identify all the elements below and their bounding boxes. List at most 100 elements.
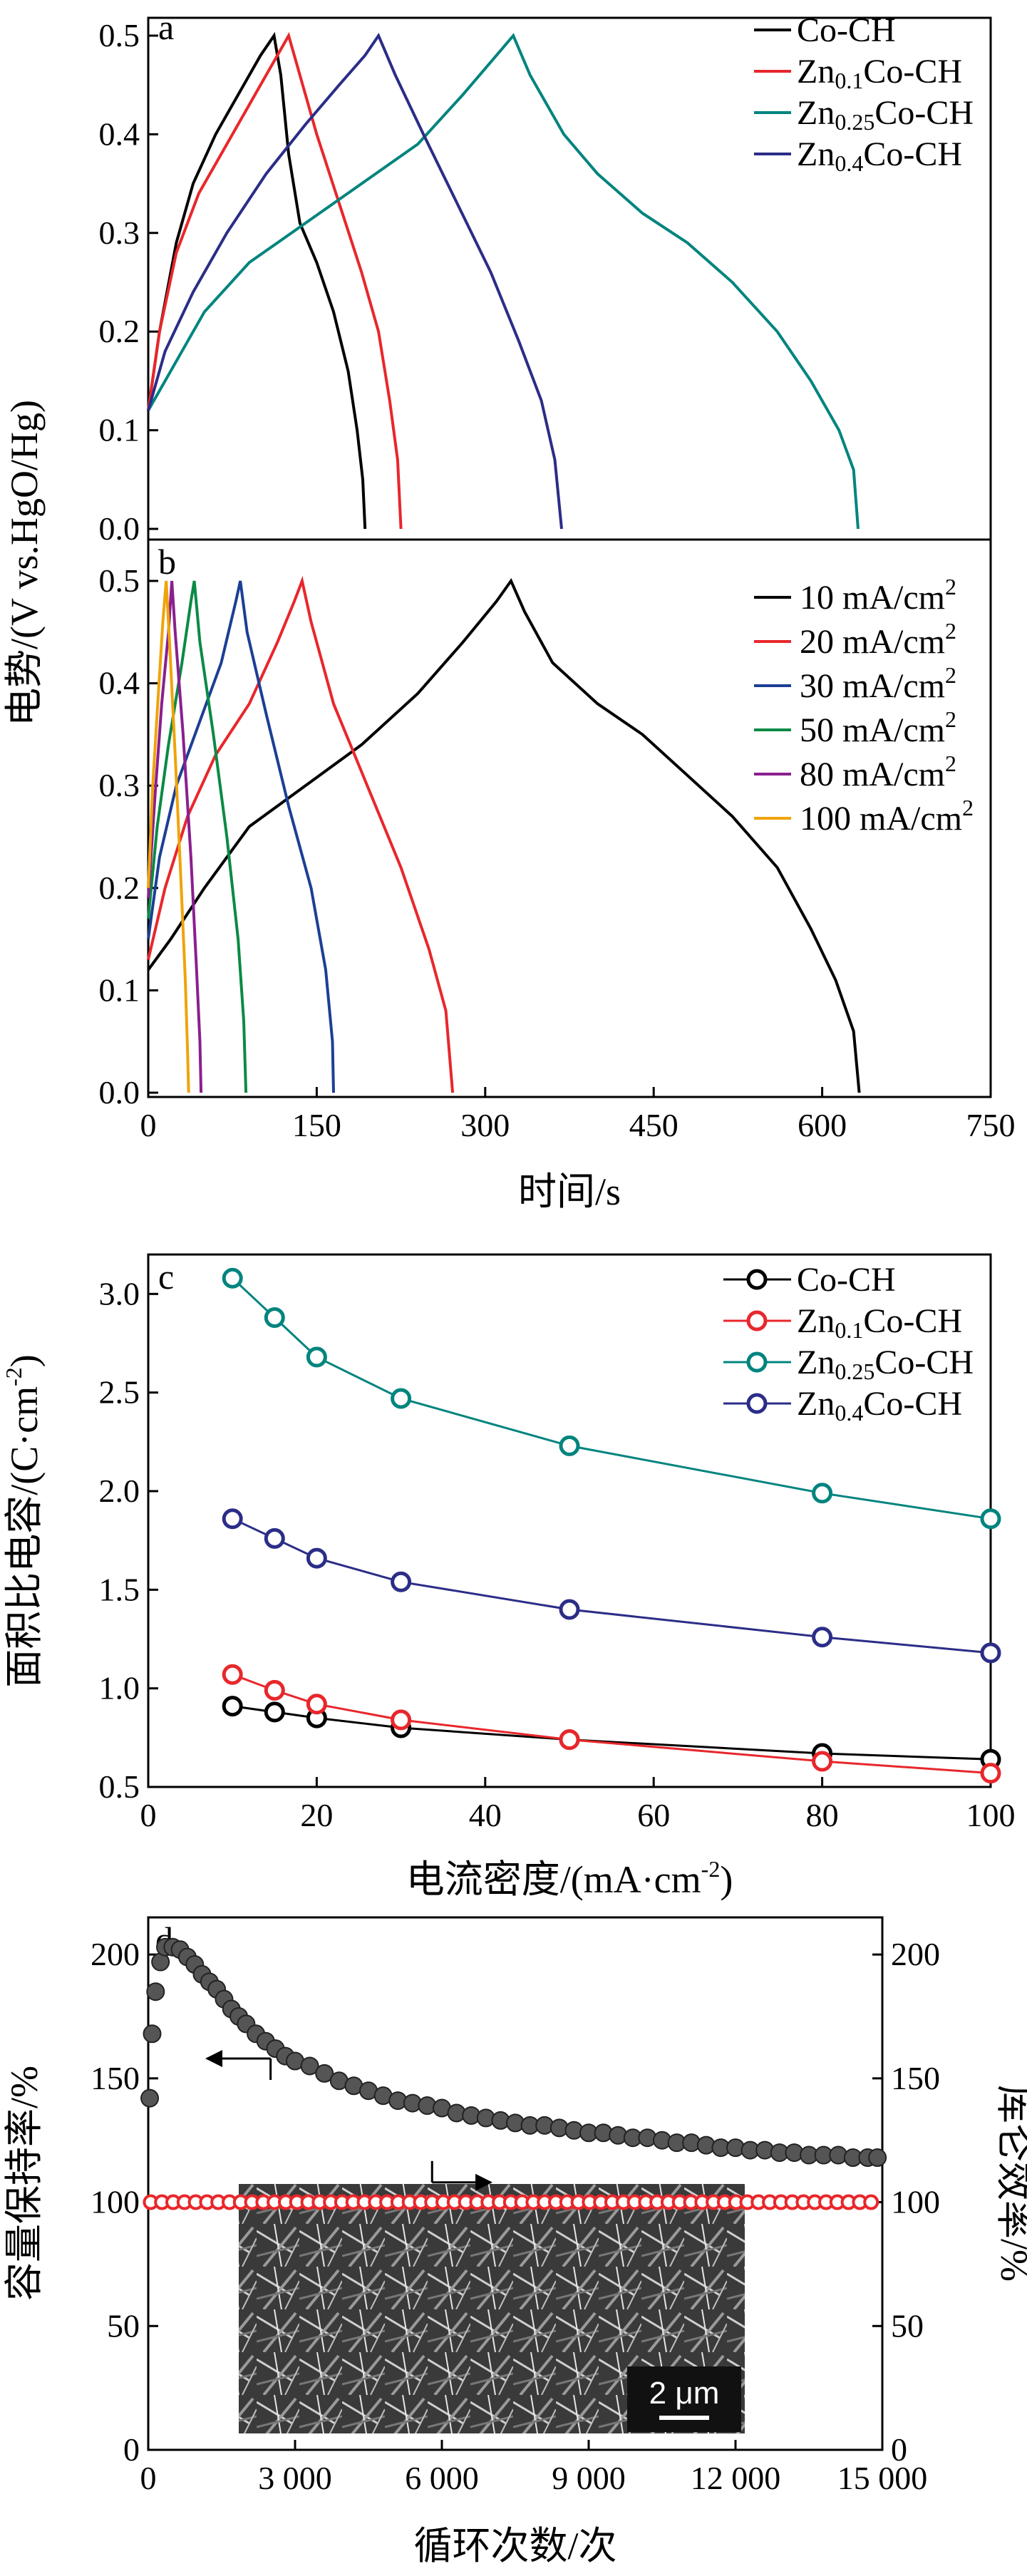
panel-b-y-tick-label: 0.2 bbox=[99, 870, 140, 906]
panel-d-y-tick-label: 150 bbox=[91, 2060, 140, 2096]
panel-c-data-point bbox=[980, 1642, 1001, 1664]
panel-c-x-tick-label: 40 bbox=[469, 1797, 502, 1833]
panel-c-y-tick-label: 1.5 bbox=[99, 1571, 140, 1607]
panel-d-right-y-tick-label: 150 bbox=[891, 2060, 940, 2096]
panel-b-y-tick-label: 0.3 bbox=[99, 767, 140, 803]
panel-b-legend-label-sup: 2 bbox=[945, 662, 956, 688]
panel-c-legend-label: Co-CH bbox=[797, 1261, 896, 1299]
panel-d-y-tick-label: 200 bbox=[91, 1936, 140, 1972]
panel-a-legend-label: Zn0.25Co-CH bbox=[797, 94, 974, 135]
panel-b-y-tick-label: 0.0 bbox=[99, 1074, 140, 1111]
panel-c-data-point bbox=[980, 1508, 1001, 1530]
panel-b-y-tick-label: 0.5 bbox=[99, 562, 140, 599]
panel-c-legend-label-post: Co-CH bbox=[863, 1302, 962, 1340]
panel-c-data-point bbox=[559, 1729, 580, 1751]
panel-d-frame bbox=[147, 1916, 884, 2451]
panel-a-legend-label-post: Co-CH bbox=[863, 53, 962, 91]
panel-b-series-line bbox=[147, 580, 335, 1093]
panel-c-data-point bbox=[264, 1679, 285, 1701]
panel-c-y-tick-label: 1.0 bbox=[99, 1670, 140, 1706]
panel-c-y-axis-title-main: 面积比电容/(C·cm bbox=[3, 1386, 46, 1688]
panel-c-legend-label: Zn0.25Co-CH bbox=[797, 1344, 974, 1384]
panel-c-data-point bbox=[222, 1267, 243, 1289]
panel-c-x-tick-label: 100 bbox=[966, 1797, 1016, 1833]
panel-b-legend-label-main: 80 mA/cm bbox=[800, 756, 945, 793]
panel-a-frame bbox=[147, 16, 992, 541]
panel-b-series-line bbox=[147, 580, 248, 1093]
panel-a-y-tick-label: 0.4 bbox=[99, 115, 140, 152]
panel-d-y-axis-title-left: 容量保持率/% bbox=[3, 2066, 46, 2301]
panel-d-x-ticks: 0 3 000 6 000 9 000 12 000 15 000 bbox=[140, 2440, 928, 2496]
panel-c-data-point bbox=[559, 1435, 580, 1456]
coulombic-efficiency-point bbox=[863, 2194, 879, 2210]
panel-c-y-ticks: 0.5 1.0 1.5 2.0 2.5 3.0 bbox=[99, 1275, 158, 1805]
panel-c-series bbox=[222, 1267, 1001, 1784]
panel-a-y-tick-label: 0.0 bbox=[99, 510, 140, 547]
panel-b-series-line bbox=[147, 577, 861, 1093]
panel-c-series-line bbox=[232, 1518, 991, 1654]
panel-a-legend-label-post: Co-CH bbox=[874, 94, 974, 132]
panel-a-legend-label: Zn0.4Co-CH bbox=[797, 135, 962, 176]
panel-c-x-tick-label: 80 bbox=[806, 1797, 839, 1833]
panel-a-legend-label-post: Co-CH bbox=[863, 135, 962, 173]
panel-a-legend-label-main: Zn bbox=[797, 53, 835, 91]
panel-b-x-axis-title: 时间/s bbox=[518, 1170, 621, 1213]
panel-c-letter: c bbox=[158, 1257, 174, 1297]
capacity-retention-point bbox=[315, 2064, 334, 2083]
panel-b-legend-label: 10 mA/cm2 bbox=[800, 574, 956, 617]
panel-a-legend-label-main: Zn bbox=[797, 135, 835, 173]
panel-c-x-axis-title-main: 电流密度/(mA·cm bbox=[406, 1858, 701, 1901]
panel-b-letter: b bbox=[158, 542, 176, 582]
panel-b-legend-label: 100 mA/cm2 bbox=[800, 795, 974, 838]
panel-d-x-tick-label: 6 000 bbox=[405, 2460, 479, 2496]
panel-c-y-axis-title: 面积比电容/(C·cm-2) bbox=[1, 1354, 46, 1688]
capacity-retention-point bbox=[868, 2148, 887, 2168]
panel-c-legend-swatch-marker bbox=[746, 1269, 768, 1290]
panel-b-legend-label: 50 mA/cm2 bbox=[800, 706, 956, 749]
capacity-retention-point bbox=[143, 2024, 162, 2044]
panel-d-y-ticks-left: 0 50 100 150 200 bbox=[91, 1936, 158, 2468]
panel-c-legend-label-main: Co-CH bbox=[797, 1261, 896, 1299]
panel-c-legend-swatch-marker bbox=[746, 1351, 768, 1373]
panel-a-series-line bbox=[147, 31, 367, 530]
panel-a-legend-label-sub: 0.1 bbox=[835, 68, 863, 93]
panel-b-legend-label: 30 mA/cm2 bbox=[800, 662, 956, 705]
panel-b-legend-label-main: 100 mA/cm bbox=[800, 800, 962, 838]
panel-c-data-point bbox=[264, 1701, 285, 1723]
panel-d-arrows bbox=[205, 2050, 493, 2191]
panel-c-data-point bbox=[812, 1627, 833, 1648]
panel-c-data-point bbox=[264, 1307, 285, 1329]
panel-c-legend-label-sub: 0.1 bbox=[835, 1317, 863, 1343]
panel-b-y-tick-label: 0.4 bbox=[99, 665, 140, 701]
panel-c-x-ticks: 0 20 40 60 80 100 bbox=[140, 1777, 1016, 1833]
panel-b-frame bbox=[147, 538, 992, 1098]
panel-c-y-tick-label: 2.5 bbox=[99, 1374, 140, 1411]
panel-b-series bbox=[147, 576, 861, 1093]
panel-a-legend-label: Zn0.1Co-CH bbox=[797, 53, 962, 93]
panel-d-x-axis-title: 循环次数/次 bbox=[413, 2525, 616, 2567]
panel-d-x-tick-label: 15 000 bbox=[837, 2460, 928, 2496]
panel-a-legend-label-sub: 0.25 bbox=[835, 109, 874, 135]
panel-c-legend-label-main: Zn bbox=[797, 1344, 835, 1381]
sem-inset: 2 μm bbox=[239, 2184, 745, 2433]
panel-a-y-tick-label: 0.2 bbox=[99, 313, 140, 349]
panel-c-data-point bbox=[306, 1694, 327, 1715]
panel-b-series-line bbox=[147, 580, 190, 1093]
panel-b-legend-label-sup: 2 bbox=[945, 751, 956, 776]
panel-b-legend-label: 20 mA/cm2 bbox=[800, 618, 956, 661]
panel-c-legend-label-main: Zn bbox=[797, 1302, 835, 1340]
panel-c-data-point bbox=[306, 1346, 327, 1368]
panel-b-x-tick-label: 0 bbox=[140, 1107, 157, 1143]
panel-c-data-point bbox=[391, 1709, 412, 1731]
panel-a-legend-label-main: Zn bbox=[797, 94, 835, 132]
panel-b-legend-label-sup: 2 bbox=[945, 574, 956, 599]
panel-c-data-point bbox=[980, 1763, 1001, 1784]
panel-d-y-tick-label: 100 bbox=[91, 2184, 140, 2220]
panel-b-x-tick-label: 450 bbox=[629, 1107, 678, 1143]
panel-d-y-axis-title-right: 库仑效率/% bbox=[993, 2085, 1027, 2282]
panel-b-x-tick-label: 600 bbox=[798, 1107, 847, 1143]
